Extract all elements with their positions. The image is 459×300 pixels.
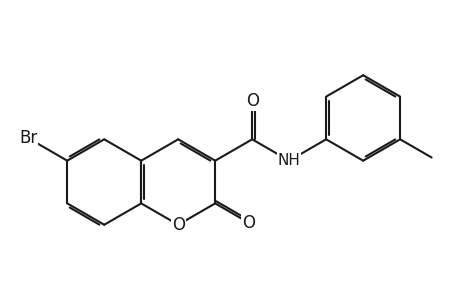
Text: O: O xyxy=(245,92,258,110)
Text: O: O xyxy=(171,216,185,234)
Text: Br: Br xyxy=(19,129,38,147)
Text: NH: NH xyxy=(277,153,300,168)
Text: O: O xyxy=(241,214,254,232)
